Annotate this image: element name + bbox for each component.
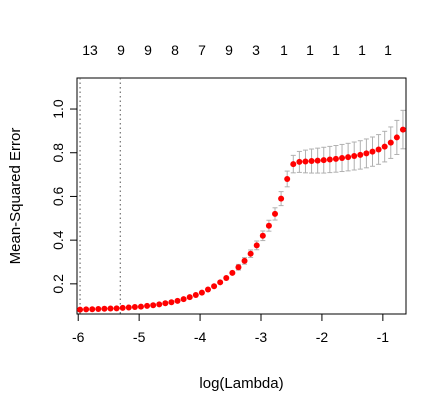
data-point	[290, 161, 297, 168]
data-point	[125, 304, 132, 311]
data-point	[101, 305, 108, 312]
data-point	[265, 222, 272, 229]
top-axis-label: 7	[198, 42, 206, 58]
top-axis-label: 1	[306, 42, 314, 58]
data-point	[95, 305, 102, 312]
y-tick-label: 0.2	[50, 274, 66, 294]
y-tick-label: 0.6	[50, 186, 66, 206]
plot-frame	[76, 77, 407, 315]
data-point	[357, 151, 364, 158]
top-axis-label: 3	[252, 42, 260, 58]
data-point	[272, 210, 279, 217]
data-point	[83, 306, 90, 313]
top-axis-label: 1	[332, 42, 340, 58]
data-point	[351, 153, 358, 160]
y-tick-label: 0.4	[50, 230, 66, 250]
data-point	[162, 300, 169, 307]
data-point	[278, 195, 285, 202]
y-tick-label: 1.0	[50, 99, 66, 119]
data-point	[217, 279, 224, 286]
data-point	[241, 257, 248, 264]
x-tick-label: -3	[255, 329, 268, 345]
data-point	[192, 291, 199, 298]
top-axis-label: 1	[384, 42, 392, 58]
data-point	[144, 302, 151, 309]
data-point	[156, 301, 163, 308]
data-point	[77, 306, 84, 313]
data-point	[186, 294, 193, 301]
data-point	[180, 296, 187, 303]
data-point	[363, 150, 370, 157]
data-point	[332, 155, 339, 162]
x-tick-label: -4	[194, 329, 207, 345]
x-axis: -6 -5 -4 -3 -2 -1	[72, 313, 390, 345]
data-point	[204, 286, 211, 293]
data-point	[174, 297, 181, 304]
y-axis: 0.2 0.4 0.6 0.8 1.0	[50, 99, 78, 294]
data-point	[113, 305, 120, 312]
data-point	[89, 306, 96, 313]
data-point	[119, 304, 126, 311]
data-point	[381, 143, 388, 150]
data-point	[168, 299, 175, 306]
data-point	[235, 264, 242, 271]
data-point	[229, 269, 236, 276]
data-point	[137, 303, 144, 310]
data-point	[314, 157, 321, 164]
y-axis-label: Mean-Squared Error	[7, 128, 24, 265]
x-axis-label: log(Lambda)	[199, 375, 283, 392]
data-point	[259, 232, 266, 239]
data-point	[308, 158, 315, 165]
data-point	[399, 126, 406, 133]
data-points	[77, 126, 406, 313]
top-axis-label: 13	[82, 42, 98, 58]
data-point	[107, 305, 114, 312]
data-point	[247, 250, 254, 257]
data-point	[253, 242, 260, 249]
top-axis-label: 1	[358, 42, 366, 58]
x-tick-label: -1	[377, 329, 390, 345]
data-point	[284, 175, 291, 182]
error-bars	[235, 109, 406, 271]
data-point	[393, 134, 400, 141]
data-point	[345, 154, 352, 161]
top-axis-label: 8	[171, 42, 179, 58]
data-point	[211, 283, 218, 290]
data-point	[326, 156, 333, 163]
data-point	[320, 157, 327, 164]
x-tick-label: -6	[72, 329, 85, 345]
data-point	[339, 154, 346, 161]
top-axis-label: 1	[280, 42, 288, 58]
data-point	[198, 289, 205, 296]
data-point	[296, 158, 303, 165]
data-point	[375, 146, 382, 153]
data-point	[223, 274, 230, 281]
top-axis-label: 9	[225, 42, 233, 58]
data-point	[150, 302, 157, 309]
x-tick-label: -5	[133, 329, 146, 345]
top-axis-label: 9	[117, 42, 125, 58]
y-tick-label: 0.8	[50, 143, 66, 163]
top-axis: 13 9 9 8 7 9 3 1 1 1 1 1	[82, 42, 392, 58]
data-point	[131, 304, 138, 311]
reference-lines	[79, 78, 121, 314]
x-tick-label: -2	[316, 329, 329, 345]
data-point	[387, 139, 394, 146]
top-axis-label: 9	[144, 42, 152, 58]
data-point	[302, 158, 309, 165]
data-point	[369, 148, 376, 155]
